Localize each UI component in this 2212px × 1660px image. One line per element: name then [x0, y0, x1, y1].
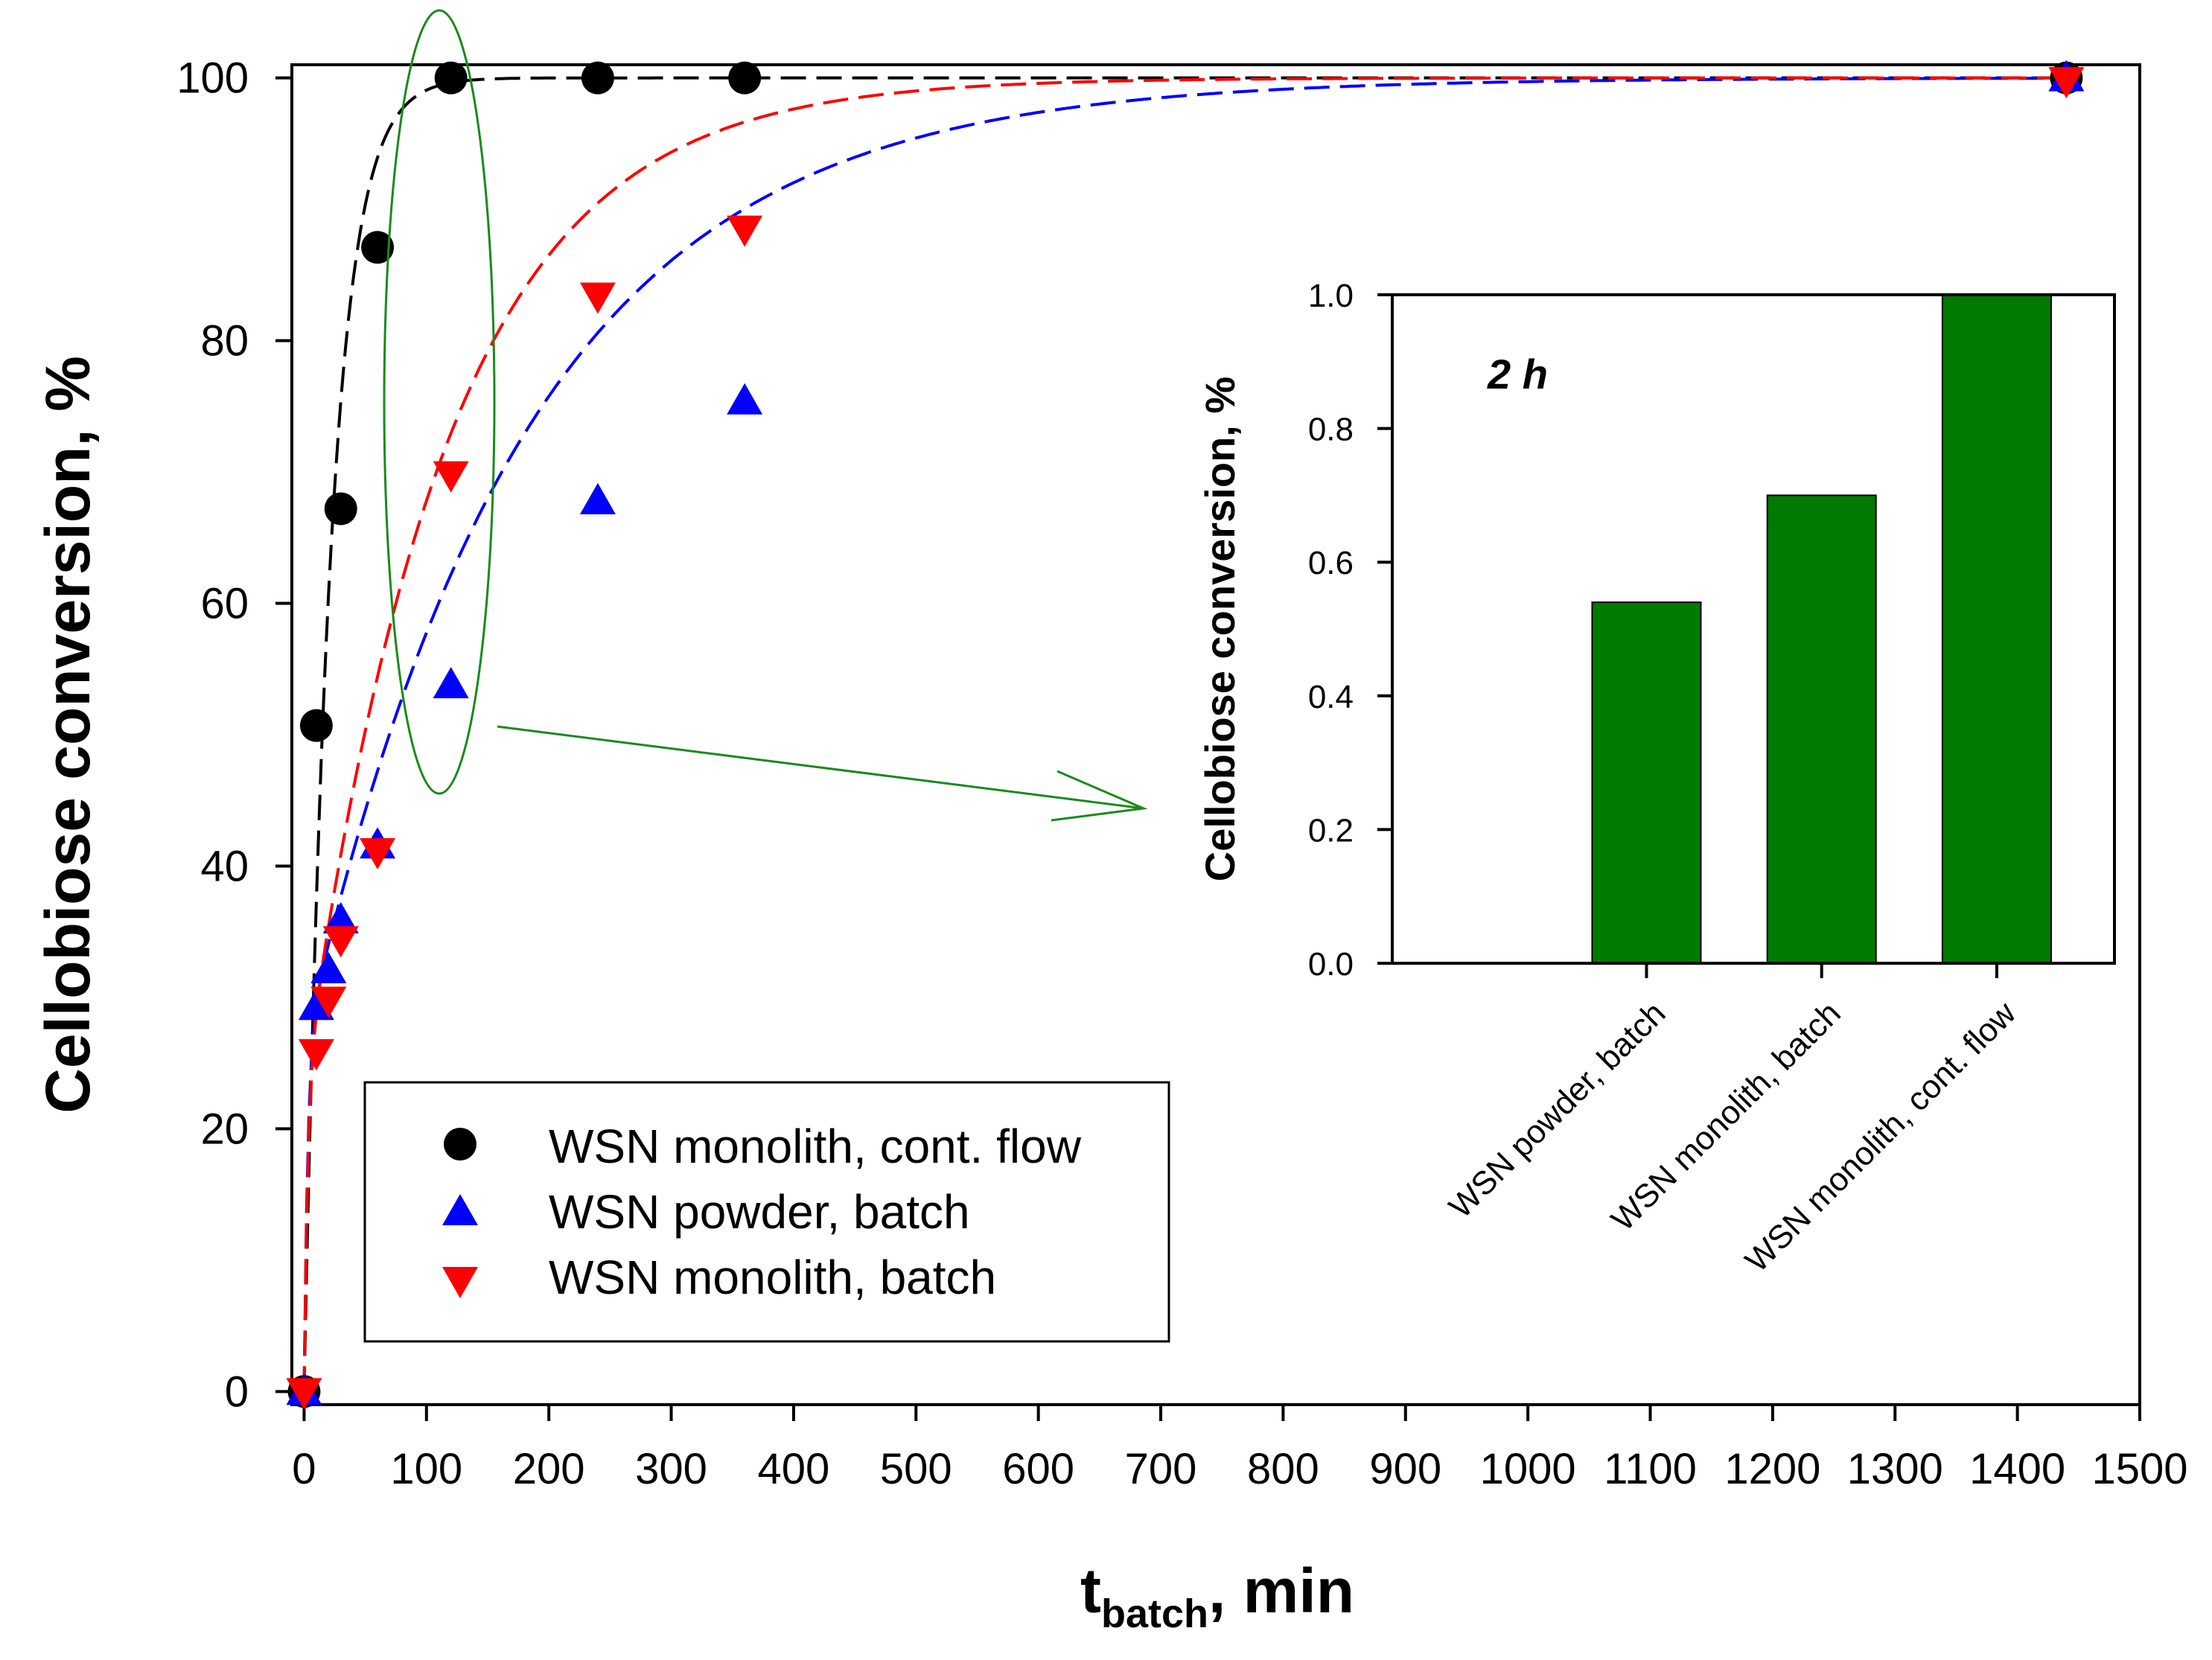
inset-y-tick-label: 0.0 — [1308, 946, 1354, 983]
x-tick-label: 200 — [513, 1445, 585, 1493]
inset-bar — [1591, 601, 1702, 965]
marker-cont-flow — [434, 61, 468, 95]
x-tick-label: 500 — [880, 1445, 952, 1493]
fit-curve-monolith-batch — [302, 76, 2067, 1392]
inset-y-tick-label: 0.4 — [1308, 679, 1354, 715]
fit-curve-cont-flow — [302, 76, 2067, 1392]
marker-monolith-batch — [298, 1039, 334, 1071]
inset-bar — [1941, 294, 2052, 964]
legend-marker-monolith-batch — [442, 1267, 478, 1298]
inset-bars — [1591, 294, 2052, 965]
x-axis-label-subscript: batch — [1101, 1592, 1208, 1636]
x-tick-label: 600 — [1002, 1445, 1074, 1493]
highlight-arrow-head — [1051, 770, 1148, 822]
x-tick-label: 1300 — [1847, 1445, 1943, 1493]
marker-powder — [322, 901, 359, 933]
marker-monolith-batch — [286, 1378, 322, 1410]
legend-marker-cont-flow — [444, 1128, 476, 1161]
inset-y-axis-ticks: 0.0 0.2 0.4 0.6 0.8 1.0 — [1308, 278, 1392, 983]
inset-plot-frame — [1391, 293, 2116, 965]
marker-powder — [579, 482, 616, 514]
x-axis-label-main: t — [1080, 1556, 1101, 1626]
marker-cont-flow — [361, 231, 395, 264]
x-tick-label: 0 — [292, 1445, 316, 1493]
highlight-ellipse — [383, 9, 496, 795]
marker-monolith-batch — [310, 986, 347, 1018]
marker-monolith-batch — [579, 282, 616, 314]
y-axis-label: Cellobiose conversion, % — [33, 356, 103, 1114]
main-plot-frame — [290, 63, 2141, 1406]
marker-monolith-batch — [2048, 67, 2085, 99]
main-chart: 0 100 200 300 400 500 600 700 800 900 1000 1100 1200… — [33, 9, 2188, 1636]
marker-powder — [727, 383, 763, 415]
x-tick-label: 1200 — [1724, 1445, 1820, 1493]
marker-powder — [298, 989, 334, 1021]
legend-marker-powder — [442, 1194, 478, 1225]
marker-monolith-batch — [433, 461, 469, 493]
marker-powder — [433, 666, 469, 698]
inset-y-tick-label: 0.2 — [1308, 812, 1354, 849]
y-tick-label: 40 — [200, 842, 249, 890]
highlight-annotation — [383, 9, 1148, 822]
marker-monolith-batch — [322, 926, 359, 958]
x-tick-label: 1100 — [1604, 1445, 1697, 1493]
marker-powder — [310, 951, 347, 983]
highlight-arrow-line — [497, 725, 1144, 810]
inset-y-tick-label: 0.6 — [1308, 545, 1354, 581]
y-tick-label: 100 — [176, 54, 249, 103]
legend-box — [363, 1081, 1170, 1343]
y-axis-ticks: 0 20 40 60 80 100 — [176, 54, 292, 1416]
x-tick-label: 1500 — [2091, 1445, 2187, 1493]
x-tick-label: 100 — [390, 1445, 462, 1493]
inset-bar — [1766, 494, 1877, 964]
marker-cont-flow — [324, 492, 357, 526]
legend-label-powder: WSN powder, batch — [549, 1185, 970, 1239]
y-tick-label: 80 — [200, 317, 249, 365]
x-axis-label: tbatch, min — [1080, 1556, 1354, 1636]
x-tick-label: 900 — [1369, 1445, 1441, 1493]
marker-cont-flow — [728, 61, 762, 95]
inset-y-tick-label: 0.8 — [1308, 412, 1354, 448]
marker-monolith-batch — [360, 838, 396, 870]
x-tick-label: 700 — [1125, 1445, 1197, 1493]
y-tick-label: 20 — [200, 1105, 249, 1153]
inset-title: 2 h — [1487, 351, 1548, 398]
x-tick-label: 1000 — [1480, 1445, 1576, 1493]
fit-curves — [302, 76, 2067, 1392]
data-markers — [286, 60, 2085, 1410]
x-axis-ticks: 0 100 200 300 400 500 600 700 800 900 1000 1100 1200… — [292, 1405, 2188, 1493]
y-tick-label: 60 — [200, 580, 249, 628]
inset-y-tick-label: 1.0 — [1308, 278, 1354, 314]
x-tick-label: 300 — [635, 1445, 707, 1493]
y-tick-label: 0 — [225, 1367, 249, 1416]
inset-y-axis-label: Cellobiose conversion, % — [1196, 377, 1243, 881]
marker-cont-flow — [581, 61, 614, 95]
marker-cont-flow — [299, 709, 333, 742]
x-tick-label: 400 — [758, 1445, 830, 1493]
legend-label-monolith-batch: WSN monolith, batch — [549, 1251, 996, 1304]
x-tick-label: 1400 — [1969, 1445, 2065, 1493]
legend-label-cont-flow: WSN monolith, cont. flow — [549, 1120, 1082, 1173]
x-tick-label: 800 — [1247, 1445, 1319, 1493]
x-axis-label-tail: , min — [1208, 1556, 1354, 1626]
marker-monolith-batch — [727, 215, 763, 247]
legend: WSN monolith, cont. flow WSN powder, bat… — [363, 1081, 1170, 1343]
inset-bar-chart: 0.0 0.2 0.4 0.6 0.8 1.0 WSN powder, batchWSN … — [1196, 278, 2116, 1280]
